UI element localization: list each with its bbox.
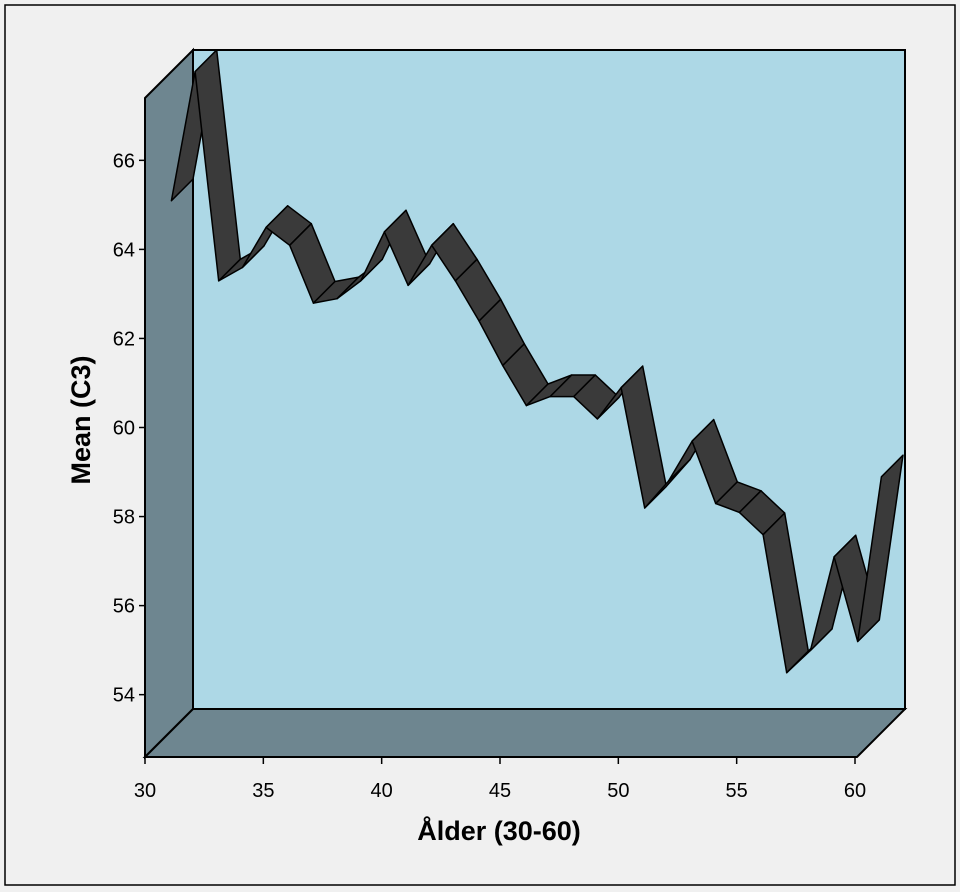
x-tick-label: 35 (252, 780, 274, 802)
y-tick-label: 62 (113, 328, 135, 350)
x-tick-label: 45 (489, 780, 511, 802)
y-tick-label: 56 (113, 596, 135, 618)
y-tick-label: 64 (113, 239, 135, 261)
x-tick-label: 60 (844, 780, 866, 802)
x-tick-label: 30 (134, 780, 156, 802)
x-axis: 30 35 40 45 50 55 60 (134, 757, 866, 802)
ribbon-series (170, 49, 904, 674)
y-tick-label: 54 (113, 685, 135, 707)
y-tick-label: 58 (113, 507, 135, 529)
y-axis: 54 56 58 60 62 64 66 (113, 150, 145, 707)
x-tick-label: 40 (371, 780, 393, 802)
y-axis-title: Mean (C3) (66, 355, 96, 484)
x-tick-label: 55 (726, 780, 748, 802)
y-tick-label: 66 (113, 150, 135, 172)
x-tick-label: 50 (607, 780, 629, 802)
floor (142, 708, 908, 758)
y-tick-label: 60 (113, 418, 135, 440)
ribbon-segment (856, 454, 904, 643)
x-axis-title: Ålder (30-60) (417, 815, 581, 846)
